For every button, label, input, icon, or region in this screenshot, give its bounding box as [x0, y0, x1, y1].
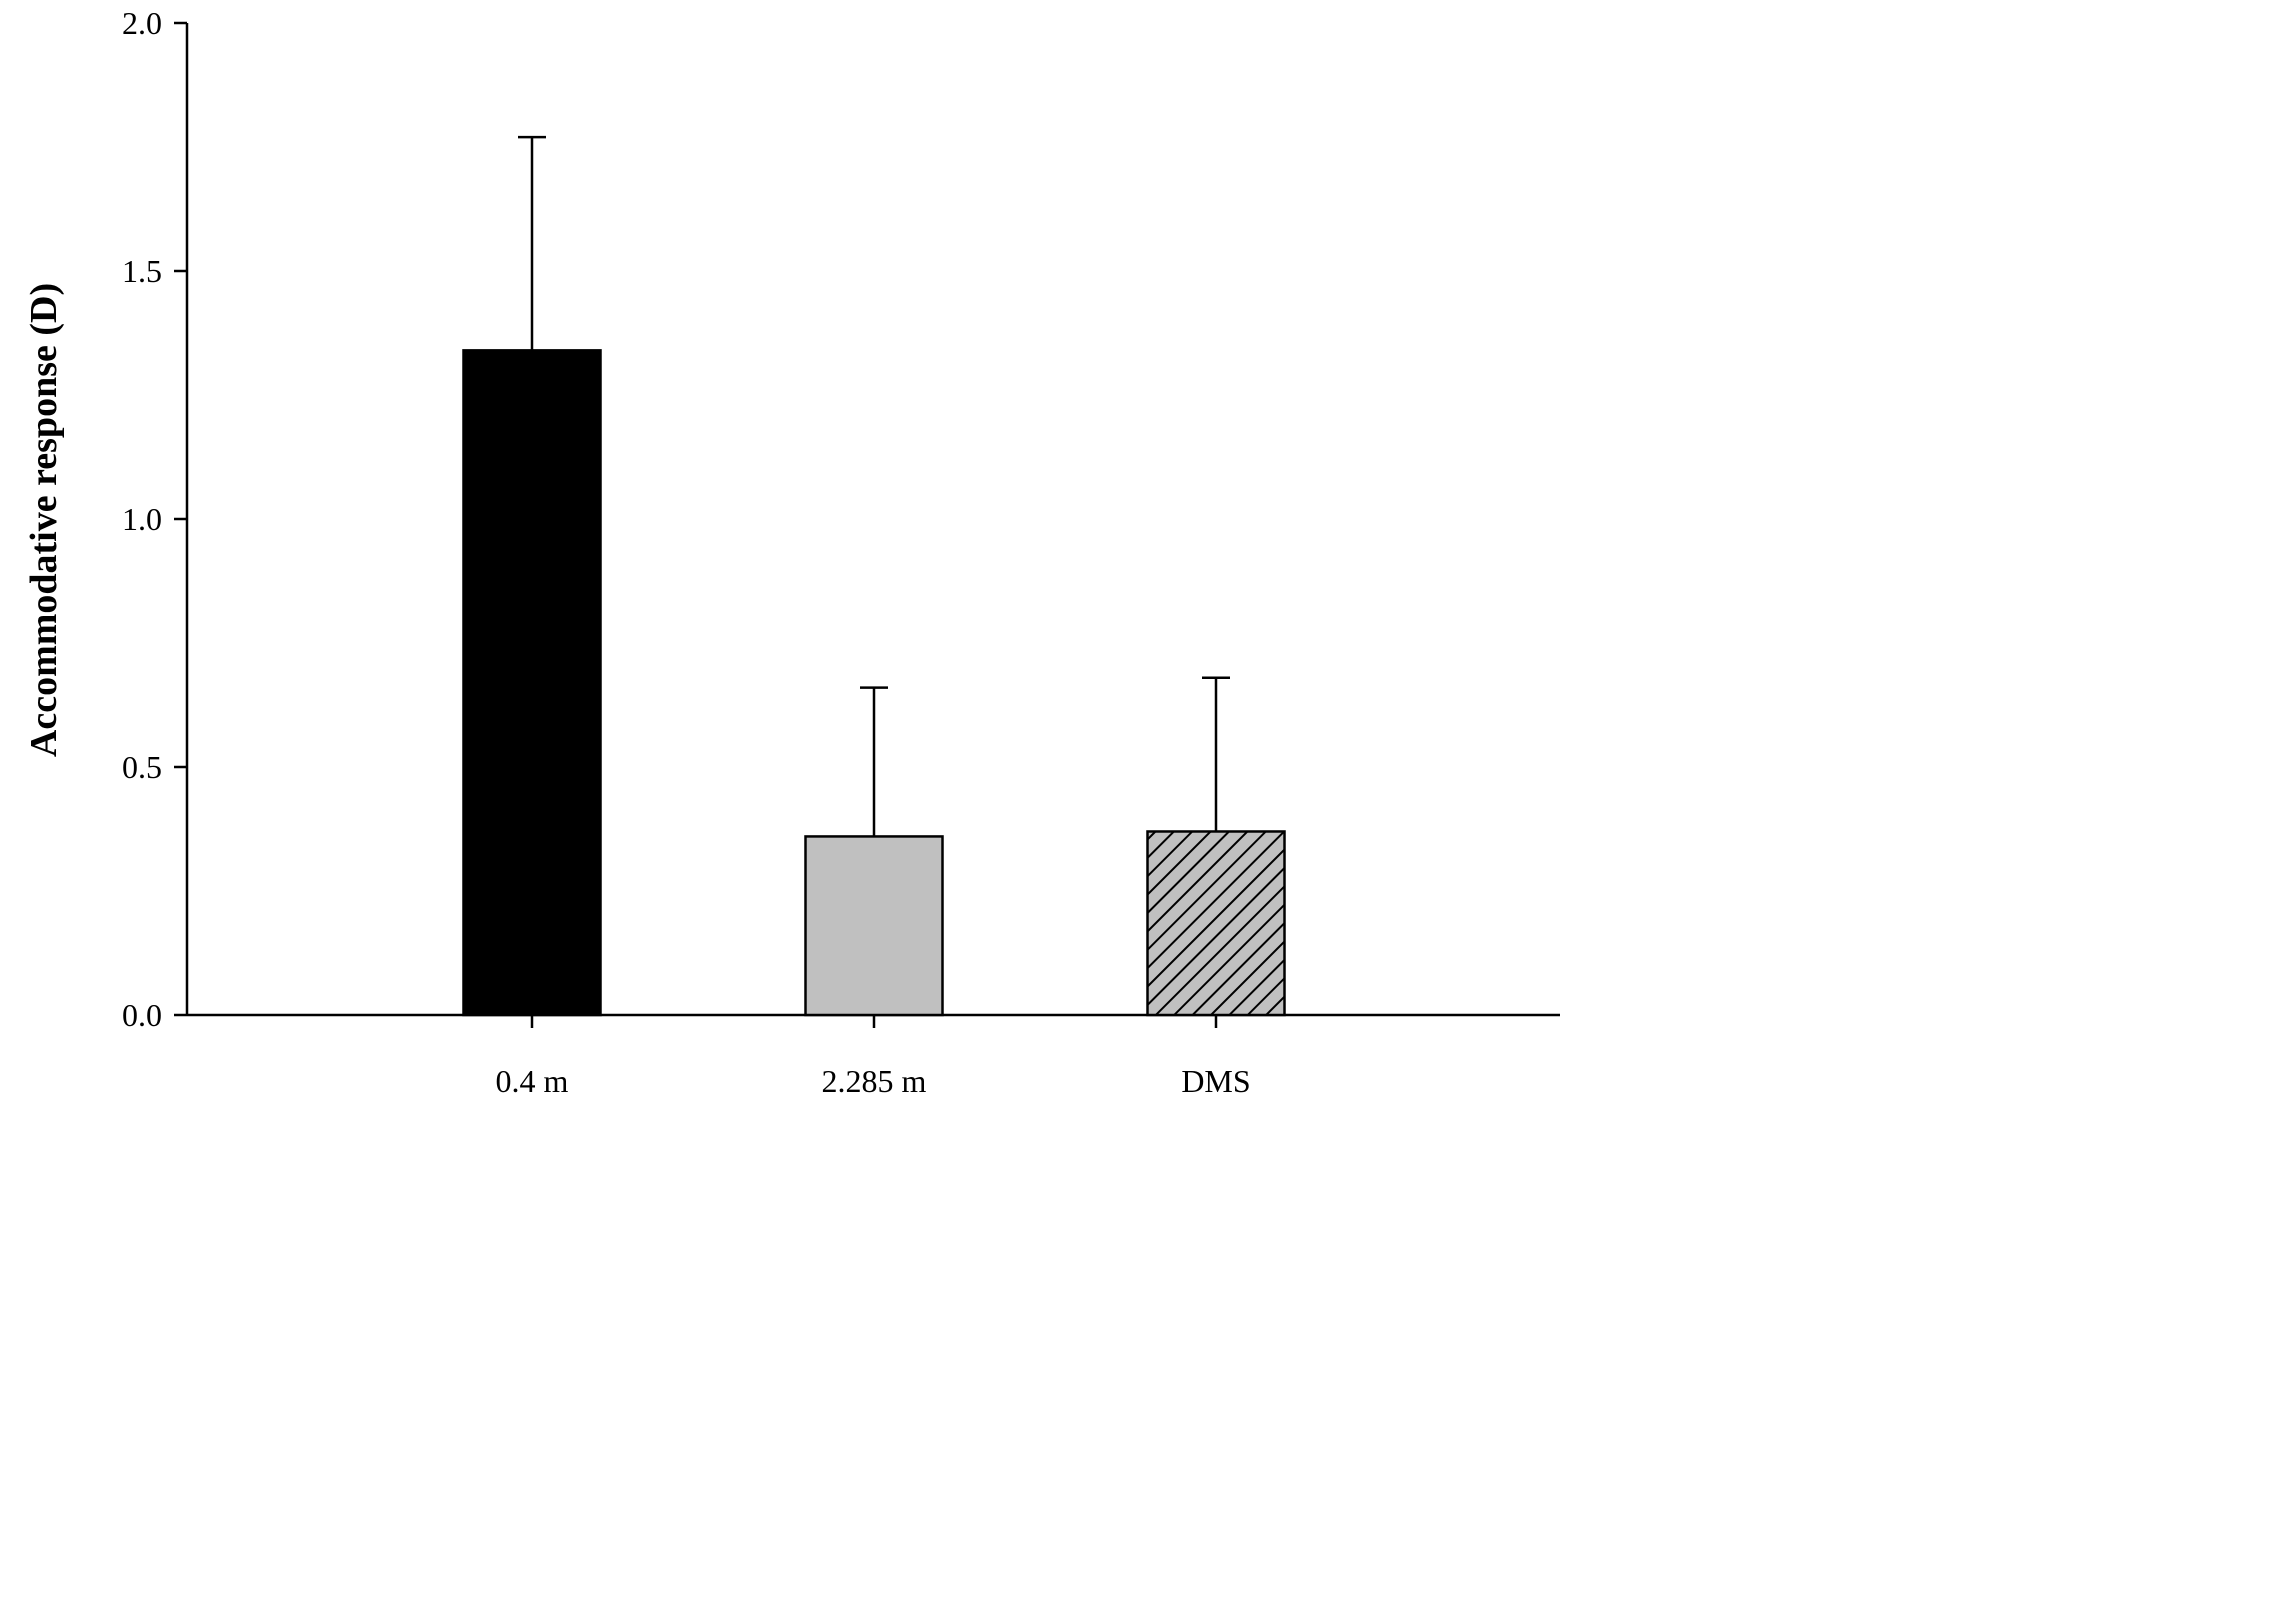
y-tick-label: 0.5: [122, 749, 162, 785]
y-tick-label: 1.0: [122, 501, 162, 537]
y-axis: 0.0 0.5 1.0 1.5 2.0: [122, 5, 189, 1033]
error-bars: [518, 135, 1230, 837]
y-tick-label: 1.5: [122, 253, 162, 289]
y-axis-title: Accommodative response (D): [23, 283, 65, 757]
x-axis: 0.4 m 2.285 m DMS: [187, 1013, 1560, 1099]
x-tick-label: DMS: [1181, 1063, 1250, 1099]
bar-chart: 0.0 0.5 1.0 1.5 2.0 0.4 m 2.285 m DMS Accommod…: [23, 5, 1560, 1099]
y-tick-label: 0.0: [122, 997, 162, 1033]
bars: [462, 349, 1286, 1017]
bar-3: [1146, 830, 1286, 1017]
bar-1: [462, 349, 602, 1017]
bar-2: [804, 835, 944, 1017]
y-tick-label: 2.0: [122, 5, 162, 41]
x-tick-label: 2.285 m: [822, 1063, 927, 1099]
x-tick-label: 0.4 m: [496, 1063, 569, 1099]
